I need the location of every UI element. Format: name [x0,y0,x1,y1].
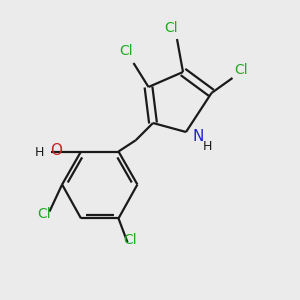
Text: Cl: Cl [124,233,137,247]
Text: H: H [35,146,44,160]
Text: Cl: Cl [38,207,51,220]
Text: O: O [50,143,62,158]
Text: N: N [192,129,203,144]
Text: H: H [203,140,212,154]
Text: Cl: Cl [164,22,178,35]
Text: Cl: Cl [235,63,248,76]
Text: Cl: Cl [119,44,133,58]
